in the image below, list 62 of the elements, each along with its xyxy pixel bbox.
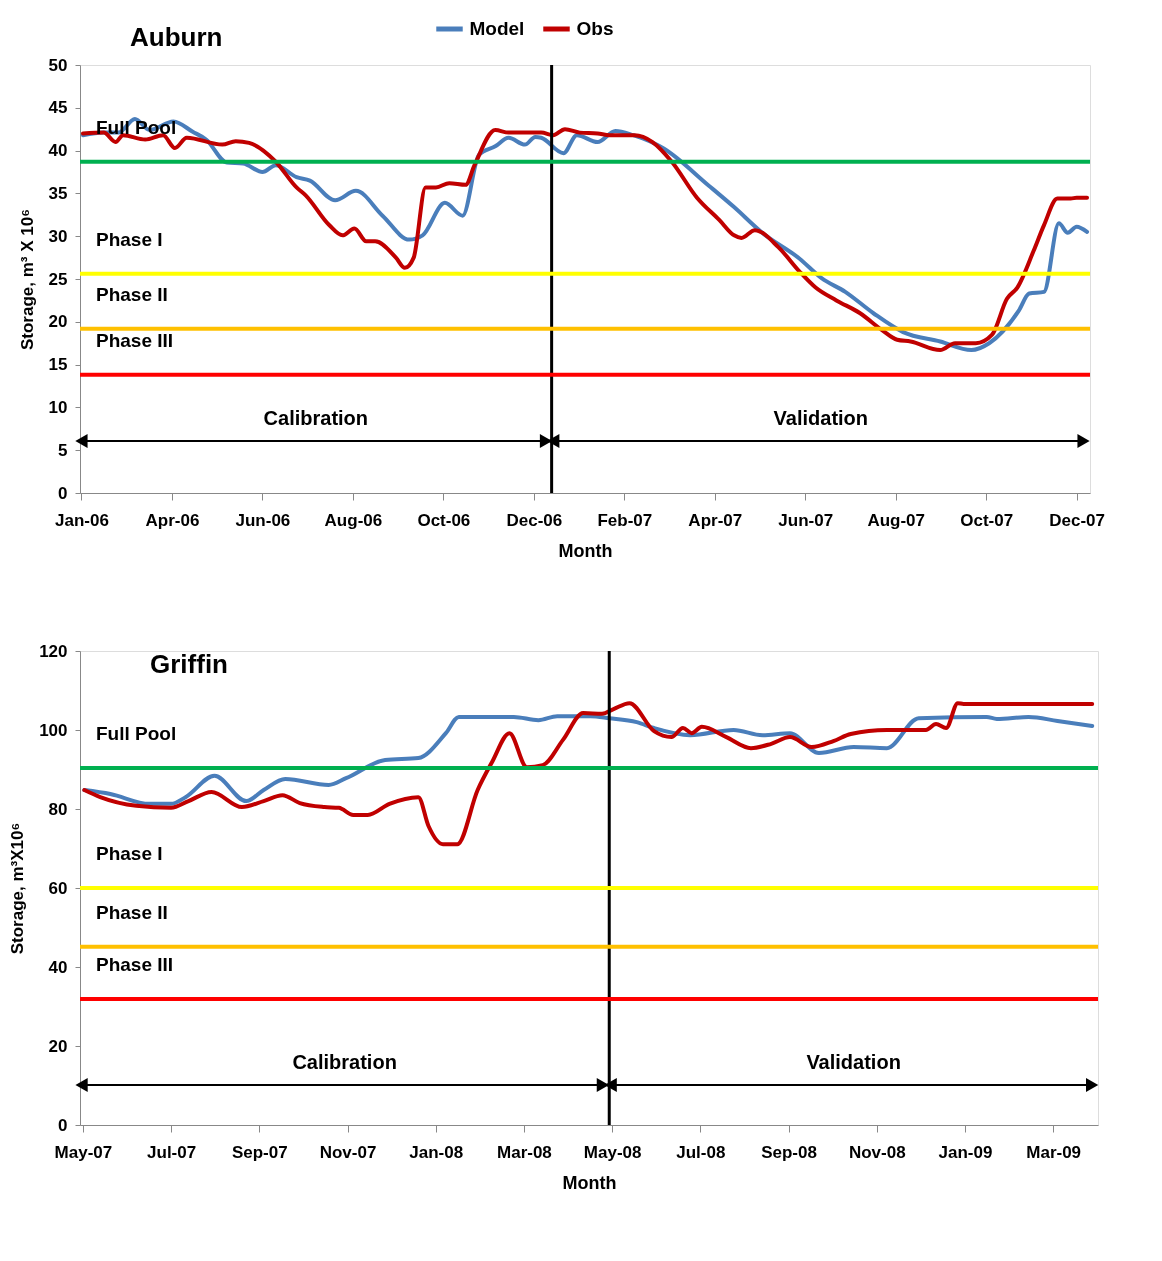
y-tick-label: 30 [48, 226, 68, 246]
x-tick-label: Feb-07 [597, 510, 653, 530]
y-tick-label: 50 [48, 55, 68, 75]
x-tick-label: Sep-08 [761, 1142, 817, 1162]
ref-line-label: Phase III [96, 329, 174, 351]
y-axis-title: Storage, m³X10⁶ [8, 822, 28, 955]
x-tick-label: Jan-09 [938, 1142, 993, 1162]
x-tick-label: May-07 [54, 1142, 113, 1162]
ref-line-label: Phase I [96, 843, 163, 864]
ref-line-label: Phase III [96, 953, 174, 975]
x-tick-label: Oct-07 [960, 510, 1014, 530]
annotation: Validation [773, 407, 869, 429]
y-tick-label: 10 [48, 397, 68, 417]
x-tick-label: Nov-08 [848, 1142, 906, 1162]
x-tick-label: Apr-07 [688, 510, 743, 530]
ref-line-label: Phase II [96, 283, 168, 305]
x-tick-label: Jul-07 [147, 1142, 197, 1162]
x-tick-label: Jun-07 [778, 510, 834, 530]
annotation: Validation [806, 1051, 901, 1073]
legend-label: Obs [576, 18, 614, 39]
x-tick-label: Nov-07 [319, 1142, 377, 1162]
x-tick-label: Mar-08 [497, 1142, 552, 1162]
annotation: Calibration [263, 407, 369, 429]
y-tick-label: 0 [58, 483, 68, 503]
ref-line-label: Phase I [96, 228, 163, 250]
x-tick-label: Dec-07 [1049, 510, 1106, 530]
line-series [82, 701, 1095, 847]
x-axis-title: Month [562, 1172, 617, 1193]
y-tick-label: 20 [48, 1036, 68, 1056]
x-tick-label: Sep-07 [231, 1142, 288, 1162]
ref-line-label: Full Pool [96, 722, 177, 744]
y-tick-label: 20 [48, 312, 68, 332]
x-tick-label: Jan-06 [55, 510, 109, 530]
y-tick-label: 35 [48, 183, 68, 203]
y-tick-label: 15 [48, 355, 68, 375]
y-tick-label: 60 [48, 878, 68, 898]
x-tick-label: Aug-06 [324, 510, 383, 530]
y-tick-label: 40 [48, 141, 68, 161]
legend-label: Model [469, 18, 525, 39]
y-tick-label: 25 [48, 269, 68, 289]
x-tick-label: Apr-06 [145, 510, 200, 530]
x-tick-label: Jul-08 [676, 1142, 726, 1162]
x-axis-title: Month [558, 540, 613, 561]
chart-title: Auburn [130, 22, 223, 52]
x-tick-label: Jan-08 [409, 1142, 464, 1162]
y-tick-label: 120 [39, 641, 68, 661]
y-tick-label: 100 [39, 720, 68, 740]
x-tick-label: Jun-06 [235, 510, 291, 530]
x-tick-label: Mar-09 [1026, 1142, 1082, 1162]
x-tick-label: Dec-06 [506, 510, 563, 530]
annotation: Calibration [292, 1051, 397, 1073]
chart-title: Griffin [150, 649, 228, 679]
y-tick-label: 40 [48, 957, 68, 977]
y-tick-label: 0 [58, 1115, 68, 1135]
x-tick-label: Oct-06 [417, 510, 471, 530]
ref-line-label: Phase II [96, 901, 168, 923]
x-tick-label: May-08 [583, 1142, 642, 1162]
y-axis-title: Storage, m³ X 10⁶ [17, 208, 37, 351]
x-tick-label: Aug-07 [867, 510, 926, 530]
y-tick-label: 45 [48, 98, 68, 118]
y-tick-label: 80 [48, 799, 68, 819]
y-tick-label: 5 [58, 440, 68, 460]
